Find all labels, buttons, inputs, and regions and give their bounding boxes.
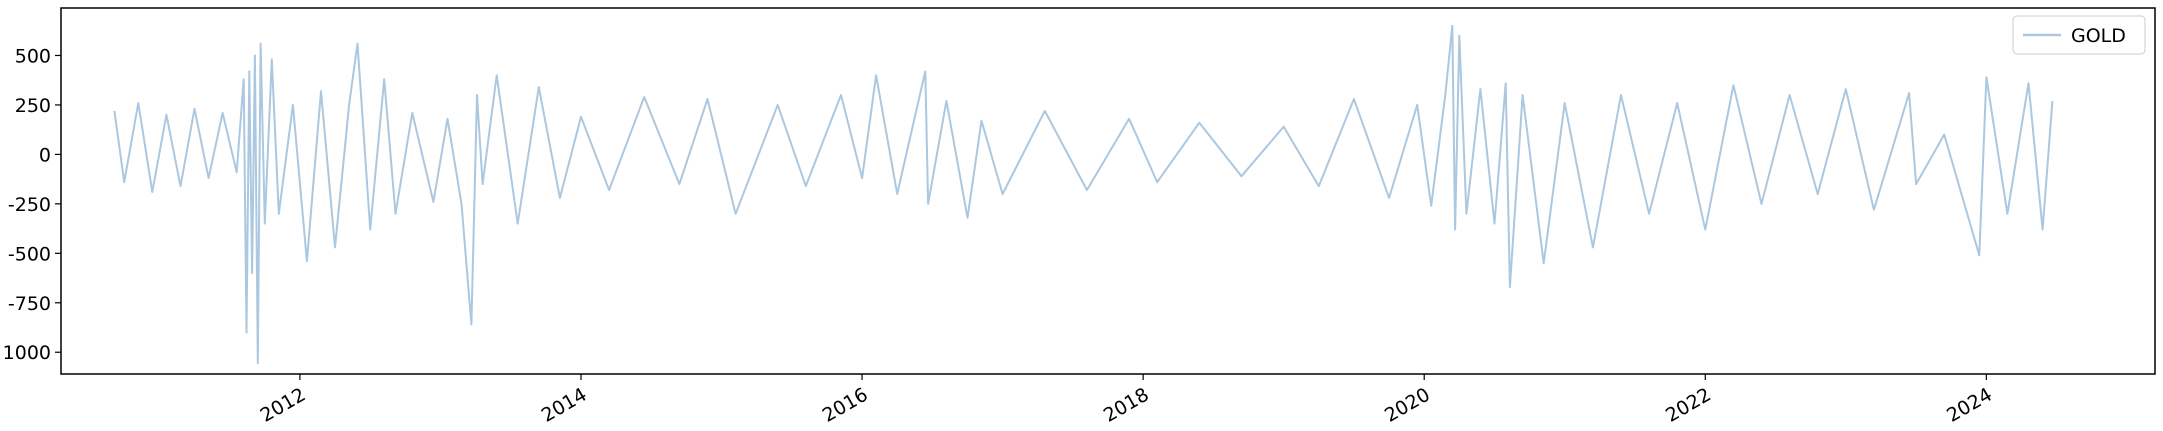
y-tick-label: 0: [39, 144, 51, 166]
x-tick-label: 2016: [819, 384, 872, 427]
y-tick-label: -500: [8, 243, 51, 265]
y-tick-label: 1000: [3, 342, 51, 364]
plot-frame: [60, 7, 2156, 375]
x-tick-label: 2018: [1100, 384, 1153, 427]
x-tick-label: 2022: [1662, 384, 1715, 427]
y-tick-label: -250: [8, 194, 51, 216]
legend: GOLD: [2012, 15, 2146, 55]
y-tick-label: -750: [8, 293, 51, 315]
x-tick-label: 2012: [257, 384, 310, 427]
x-tick-label: 2014: [538, 384, 591, 427]
y-tick-label: 500: [15, 45, 51, 67]
axis-layer: 500 250 0 -250 -500 -750 1000 2012 2014 2016 2018 2…: [3, 45, 1996, 426]
legend-label: GOLD: [2071, 25, 2126, 47]
x-tick-label: 2024: [1943, 384, 1996, 427]
legend-box: [2012, 15, 2146, 55]
x-tick-label: 2020: [1381, 384, 1434, 427]
y-tick-label: 250: [15, 95, 51, 117]
series-line-0: [113, 24, 2054, 365]
series-layer: [113, 24, 2054, 365]
